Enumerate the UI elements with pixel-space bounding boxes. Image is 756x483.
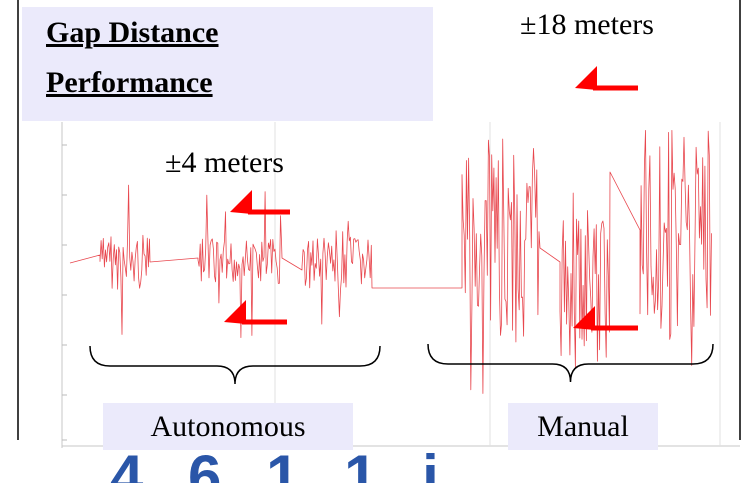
cut-off-slide-text: 4 6 1 1 i [110, 443, 453, 483]
manual-range-label: ±18 meters [520, 8, 654, 41]
autonomous-caption: Autonomous [103, 403, 353, 450]
upper-manual-arrow-head [575, 66, 597, 90]
chart-title-line-1: Gap Distance [46, 16, 219, 49]
manual-brace [427, 343, 714, 383]
title-box [22, 7, 433, 121]
lower-autonomous-arrow-head [224, 300, 246, 324]
chart-title-line-2: Performance [46, 66, 213, 99]
autonomous-brace [89, 345, 381, 385]
upper-autonomous-arrow-head [230, 190, 252, 214]
gap-distance-trace [69, 130, 712, 394]
lower-manual-arrow-head [573, 306, 595, 330]
autonomous-range-label: ±4 meters [165, 146, 284, 179]
manual-caption: Manual [508, 403, 658, 450]
